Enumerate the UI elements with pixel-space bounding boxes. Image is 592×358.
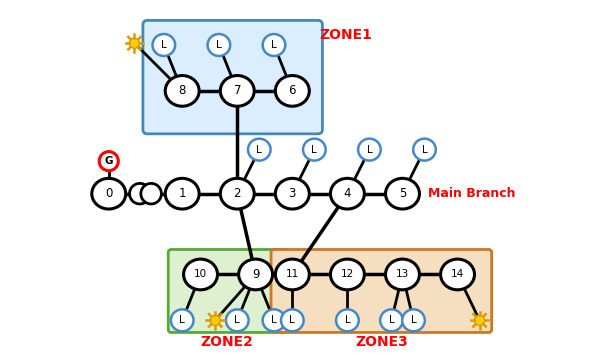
Text: L: L	[345, 315, 350, 325]
Text: 12: 12	[341, 270, 354, 280]
Ellipse shape	[336, 309, 359, 331]
Ellipse shape	[171, 309, 194, 331]
Ellipse shape	[165, 178, 199, 209]
Text: 10: 10	[194, 270, 207, 280]
Text: L: L	[179, 315, 185, 325]
Ellipse shape	[440, 259, 475, 290]
Circle shape	[141, 183, 162, 204]
Circle shape	[99, 151, 118, 171]
FancyBboxPatch shape	[271, 250, 492, 333]
Ellipse shape	[263, 34, 285, 56]
Text: 0: 0	[105, 187, 112, 200]
Text: ZONE1: ZONE1	[320, 29, 373, 43]
Text: 11: 11	[286, 270, 299, 280]
Ellipse shape	[248, 139, 271, 161]
FancyBboxPatch shape	[168, 250, 286, 333]
Text: 13: 13	[396, 270, 409, 280]
Text: L: L	[234, 315, 240, 325]
Text: L: L	[311, 145, 317, 155]
Text: ZONE3: ZONE3	[355, 335, 408, 349]
Text: L: L	[256, 145, 262, 155]
Ellipse shape	[184, 259, 217, 290]
Ellipse shape	[385, 178, 419, 209]
Ellipse shape	[92, 178, 126, 209]
Text: L: L	[216, 40, 222, 50]
Circle shape	[130, 38, 140, 48]
Ellipse shape	[330, 178, 364, 209]
Circle shape	[474, 315, 485, 325]
Text: 14: 14	[451, 270, 464, 280]
Text: Main Branch: Main Branch	[428, 187, 516, 200]
Ellipse shape	[165, 76, 199, 106]
Ellipse shape	[226, 309, 249, 331]
Text: 2: 2	[233, 187, 241, 200]
Text: 1: 1	[178, 187, 186, 200]
Text: L: L	[289, 315, 295, 325]
Ellipse shape	[220, 76, 254, 106]
Text: 4: 4	[343, 187, 351, 200]
Text: 6: 6	[288, 84, 296, 97]
Ellipse shape	[208, 34, 230, 56]
Ellipse shape	[303, 139, 326, 161]
Ellipse shape	[220, 178, 254, 209]
Ellipse shape	[402, 309, 425, 331]
Text: G: G	[105, 156, 113, 166]
Text: L: L	[388, 315, 394, 325]
Ellipse shape	[385, 259, 419, 290]
Text: L: L	[366, 145, 372, 155]
Ellipse shape	[281, 309, 304, 331]
Circle shape	[130, 183, 150, 204]
Ellipse shape	[153, 34, 175, 56]
Circle shape	[210, 315, 220, 325]
Ellipse shape	[330, 259, 364, 290]
Text: 7: 7	[233, 84, 241, 97]
Ellipse shape	[275, 76, 309, 106]
Ellipse shape	[413, 139, 436, 161]
Ellipse shape	[380, 309, 403, 331]
Text: L: L	[271, 40, 277, 50]
FancyBboxPatch shape	[143, 20, 323, 134]
Text: ZONE2: ZONE2	[201, 335, 253, 349]
Text: L: L	[411, 315, 416, 325]
Text: 8: 8	[179, 84, 186, 97]
Text: 9: 9	[252, 268, 259, 281]
Text: L: L	[271, 315, 277, 325]
Text: L: L	[422, 145, 427, 155]
Text: L: L	[161, 40, 167, 50]
Text: 5: 5	[399, 187, 406, 200]
Ellipse shape	[275, 259, 309, 290]
Ellipse shape	[275, 178, 309, 209]
Ellipse shape	[358, 139, 381, 161]
Ellipse shape	[239, 259, 272, 290]
Text: 3: 3	[289, 187, 296, 200]
Ellipse shape	[263, 309, 285, 331]
